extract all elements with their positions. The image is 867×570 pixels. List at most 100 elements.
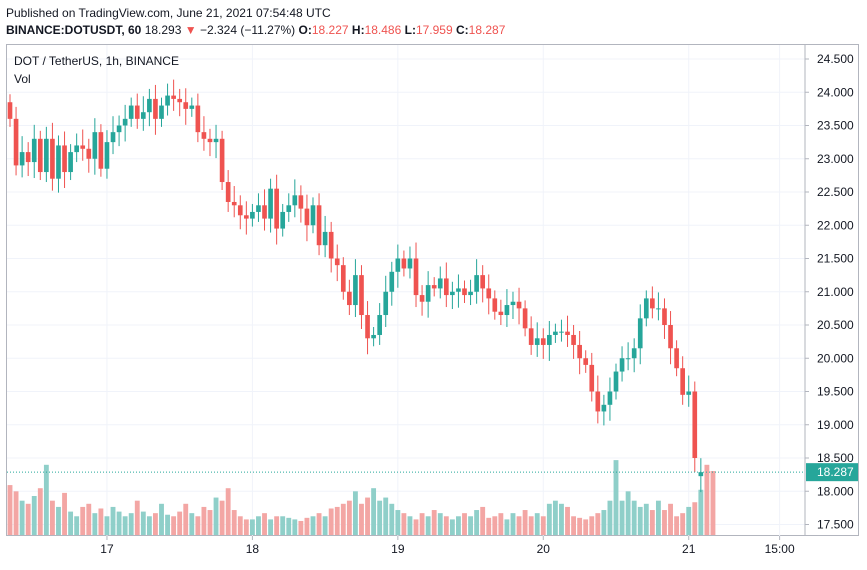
y-tick-label: 21.000 — [817, 285, 854, 299]
volume-bar — [443, 516, 449, 535]
y-tick-label: 22.500 — [817, 185, 854, 199]
candle-body — [304, 208, 310, 226]
volume-bar — [80, 506, 86, 535]
volume-bar — [352, 491, 358, 535]
volume-bar — [540, 516, 546, 535]
candle-body — [31, 138, 37, 163]
candle-body — [19, 152, 25, 166]
symbol-label: BINANCE:DOTUSDT, 60 — [6, 23, 142, 37]
candle-body — [225, 182, 231, 202]
candle-body — [213, 138, 219, 143]
candle-body — [401, 258, 407, 269]
candle-body — [195, 105, 201, 133]
x-tick-label: 19 — [391, 542, 405, 556]
volume-bar — [92, 513, 98, 535]
candle-body — [668, 325, 673, 349]
candle-body — [674, 348, 679, 369]
volume-label: Vol — [14, 72, 31, 86]
volume-bar — [449, 519, 455, 535]
candle-body — [274, 188, 279, 229]
volume-bar — [613, 460, 619, 535]
low-label: L: — [404, 23, 416, 37]
volume-bar — [692, 502, 698, 535]
volume-bar — [98, 508, 104, 535]
ohlc-header: BINANCE:DOTUSDT, 60 18.293 ▼ −2.324 (−11… — [6, 23, 505, 37]
candle-body — [134, 105, 140, 119]
candle-body — [159, 105, 164, 119]
volume-bar — [159, 503, 164, 535]
candle-body — [244, 215, 249, 219]
candle-body — [486, 288, 492, 299]
candle-body — [595, 391, 601, 412]
low-value: 17.959 — [415, 23, 453, 37]
volume-bar — [19, 500, 25, 535]
volume-bar — [177, 511, 183, 535]
x-tick-label: 21 — [682, 542, 696, 556]
candle-body — [50, 138, 55, 179]
volume-bar — [219, 500, 225, 535]
candle-body — [280, 211, 286, 229]
candle-body — [492, 298, 498, 312]
candle-body — [601, 404, 607, 412]
candle-body — [371, 334, 376, 339]
candle-body — [650, 298, 655, 309]
volume-bar — [134, 500, 140, 535]
candle-body — [377, 315, 382, 335]
x-tick-label: 20 — [537, 542, 551, 556]
y-tick-label: 17.500 — [817, 518, 854, 532]
open-label: O: — [298, 23, 312, 37]
volume-bar — [122, 516, 128, 535]
candle-body — [450, 291, 455, 296]
volume-bar — [62, 492, 67, 535]
volume-bar — [704, 464, 710, 535]
volume-bar — [498, 513, 504, 535]
y-tick-label: 22.000 — [817, 218, 854, 232]
volume-bar — [146, 516, 152, 535]
volume-bar — [292, 519, 298, 535]
candle-body — [571, 334, 576, 345]
volume-bar — [516, 516, 522, 535]
volume-bar — [274, 516, 280, 535]
volume-bar — [153, 513, 158, 535]
volume-bar — [456, 516, 461, 535]
candle-body — [510, 301, 516, 306]
candle-body — [334, 258, 340, 266]
volume-bar — [437, 513, 443, 535]
volume-bar — [268, 519, 274, 535]
y-tick-label: 23.500 — [817, 119, 854, 133]
volume-bar — [698, 489, 704, 535]
candle-body — [62, 145, 67, 173]
volume-bar — [686, 506, 692, 535]
volume-bar — [334, 506, 340, 535]
candle-body — [292, 195, 298, 206]
candle-body — [443, 278, 449, 296]
chart-frame — [6, 44, 859, 536]
candle-body — [365, 315, 370, 339]
candle-body — [74, 145, 79, 153]
candle-body — [607, 391, 613, 405]
volume-bar — [37, 488, 43, 535]
volume-bar — [128, 513, 134, 535]
volume-bar — [589, 516, 595, 535]
volume-bar — [68, 511, 74, 535]
volume-bar — [201, 506, 207, 535]
volume-bar — [328, 508, 334, 535]
volume-bar — [631, 500, 637, 535]
y-tick-label: 18.000 — [817, 484, 854, 498]
volume-bar — [492, 516, 498, 535]
volume-bar — [510, 513, 516, 535]
volume-bar — [25, 503, 31, 535]
volume-bar — [637, 506, 643, 535]
candle-body — [140, 112, 146, 119]
volume-bar — [286, 517, 292, 535]
candle-body — [68, 152, 73, 173]
volume-bar — [280, 516, 286, 535]
last-price-label: 18.287 — [817, 465, 854, 479]
candle-body — [625, 358, 631, 360]
candle-body — [577, 344, 582, 359]
volume-bar — [534, 513, 540, 535]
volume-bar — [649, 510, 655, 535]
candle-body — [698, 472, 704, 477]
volume-bar — [655, 500, 661, 535]
